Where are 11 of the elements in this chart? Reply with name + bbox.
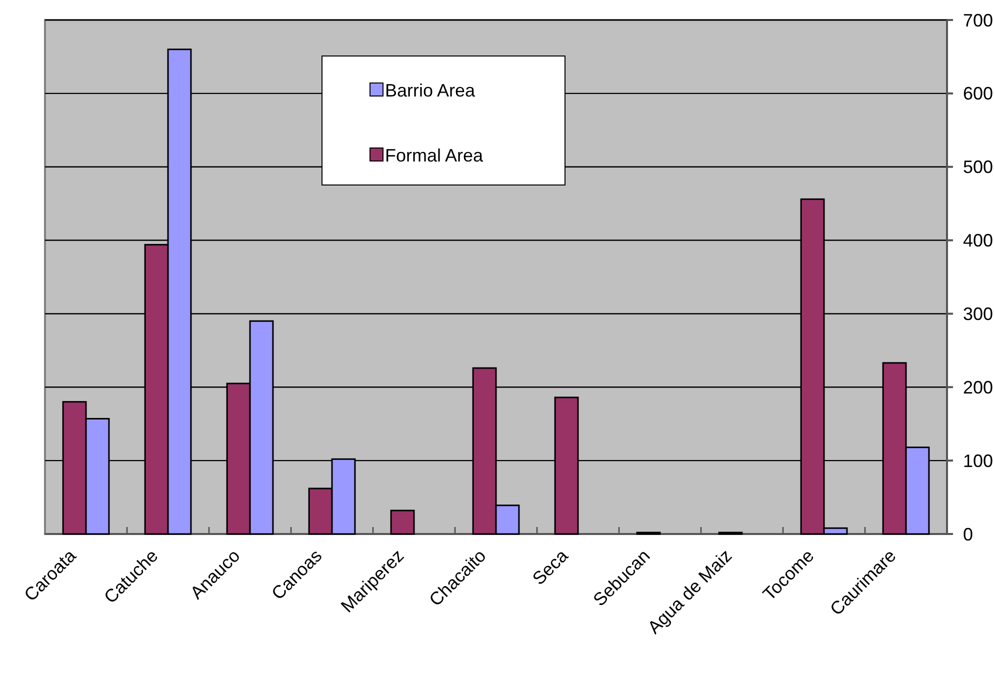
- y-tick-label: 500: [963, 157, 994, 178]
- y-tick-label: 400: [963, 230, 994, 251]
- y-tick-label: 300: [963, 304, 994, 324]
- y-tick-label: 600: [963, 84, 994, 104]
- y-tick-label: 200: [963, 377, 994, 398]
- bar: [390, 510, 415, 535]
- y-tick-label: 0: [963, 524, 974, 544]
- y-tick-label: 100: [963, 450, 994, 471]
- y-tick-label: 700: [963, 10, 994, 30]
- legend-label: Formal Area: [385, 145, 484, 166]
- legend-label: Barrio Area: [385, 80, 476, 100]
